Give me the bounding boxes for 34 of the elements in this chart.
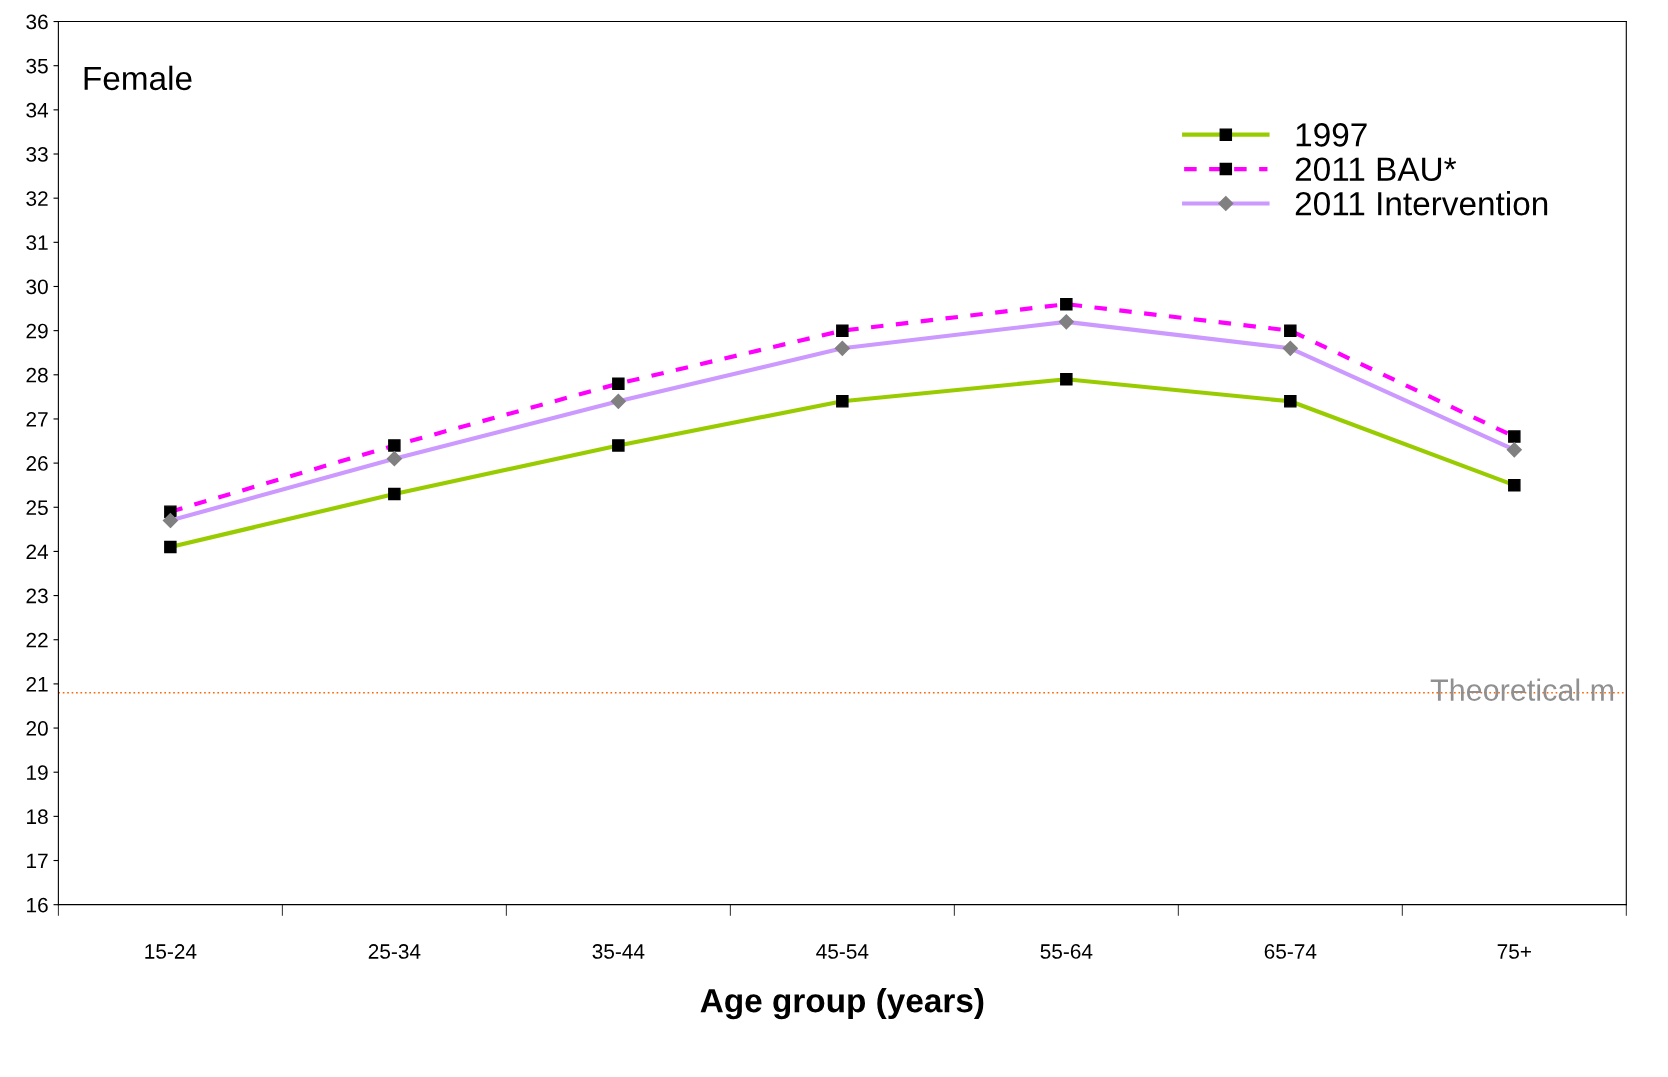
y-tick-label: 28 [26,367,48,383]
x-tick-label: 65-74 [1264,944,1317,959]
legend-label: 1997 [1296,123,1367,147]
x-tick-label: 25-34 [368,944,421,959]
y-tick-label: 22 [26,632,48,648]
x-tick-label: 45-54 [816,944,869,959]
y-tick-label: 26 [26,456,48,471]
y-tick-label: 25 [26,500,48,516]
annotation: Female [84,65,192,91]
y-tick-label: 29 [26,323,48,339]
y-tick-label: 31 [26,235,48,251]
y-tick-label: 20 [26,721,48,736]
y-tick-label: 21 [26,676,48,692]
y-tick-label: 17 [27,853,48,869]
y-tick-label: 30 [26,279,48,295]
y-tick-label: 24 [26,544,49,559]
y-tick-label: 32 [26,191,48,206]
x-tick-label: 35-44 [592,944,645,959]
x-tick-label: 55-64 [1040,944,1093,959]
x-tick-label: 15-24 [145,944,197,959]
legend-label: 2011 BAU* [1295,157,1457,182]
y-tick-label: 36 [26,14,48,30]
y-tick-label: 35 [26,58,48,74]
y-tick-label: 19 [27,765,48,780]
x-tick-label: 75+ [1497,944,1531,959]
y-tick-label: 27 [26,411,48,427]
y-tick-label: 34 [26,102,49,118]
y-tick-label: 16 [27,897,48,913]
y-tick-label: 18 [27,809,48,825]
legend-label: 2011 Intervention [1295,191,1548,216]
x-axis-title: Age group (years) [700,987,984,1020]
y-tick-label: 23 [26,588,48,604]
y-tick-label: 33 [26,147,48,162]
ref-line-label: Theoretical m [1430,678,1614,701]
